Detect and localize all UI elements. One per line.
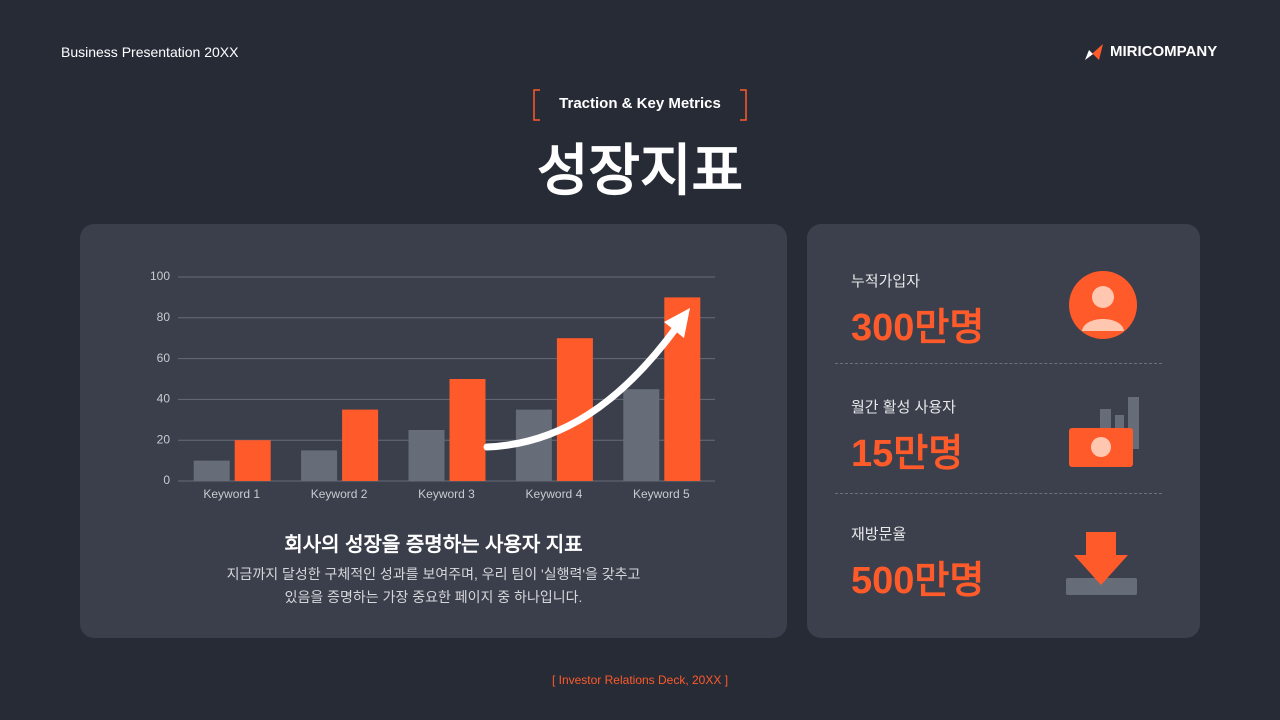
title: 성장지표 [536, 139, 744, 202]
y-tick-label: 80 [157, 310, 171, 324]
bar [301, 450, 338, 481]
chart-panel: 0 20 40 60 80 100 Keyword 1 Keyword 2 Keyword 3 K… [80, 224, 787, 638]
metric-value: 15만명 [851, 433, 964, 475]
x-tick-label: Keyword 4 [526, 487, 583, 501]
metric-icons [1066, 271, 1139, 595]
caption-line: 있음을 증명하는 가장 중요한 페이지 중 하나입니다. [284, 589, 583, 605]
x-tick-label: Keyword 2 [311, 487, 368, 501]
divider [835, 493, 1162, 494]
metric-label: 월간 활성 사용자 [851, 399, 956, 416]
metric-value: 300만명 [851, 307, 985, 349]
divider [835, 363, 1162, 364]
x-tick-label: Keyword 3 [418, 487, 475, 501]
caption-title: 회사의 성장을 증명하는 사용자 지표 [284, 534, 583, 556]
y-tick-label: 60 [157, 351, 171, 365]
bar [556, 338, 593, 481]
trend-arrow [483, 324, 680, 451]
y-tick-label: 40 [157, 392, 171, 406]
metric-label: 재방문율 [851, 526, 907, 543]
brand: MIRICOMPANY [1110, 43, 1218, 60]
trend-arrowhead [664, 308, 690, 338]
x-tick-label: Keyword 5 [633, 487, 690, 501]
bar [193, 460, 230, 481]
footer: [ Investor Relations Deck, 20XX ] [551, 673, 729, 687]
chart: 0 20 40 60 80 100 Keyword 1 Keyword 2 Keyword 3 K… [150, 269, 715, 501]
caption-line: 지금까지 달성한 구체적인 성과를 보여주며, 우리 팀이 '실행력'을 갖추고 [226, 566, 641, 582]
subtitle: Business Presentation 20XX [61, 44, 239, 60]
bar [449, 379, 486, 481]
y-tick-label: 100 [150, 269, 170, 283]
y-tick-label: 0 [163, 473, 170, 487]
metric-value: 500만명 [851, 560, 985, 602]
tag-brackets [533, 89, 747, 121]
metric-label: 누적가입자 [851, 273, 921, 290]
bar [234, 440, 271, 481]
bar [408, 430, 445, 481]
bar [623, 389, 660, 481]
y-tick-label: 20 [157, 432, 171, 446]
bar [342, 409, 379, 481]
tag: Traction & Key Metrics [559, 95, 721, 112]
x-tick-label: Keyword 1 [203, 487, 260, 501]
logo-icon [1085, 44, 1103, 60]
